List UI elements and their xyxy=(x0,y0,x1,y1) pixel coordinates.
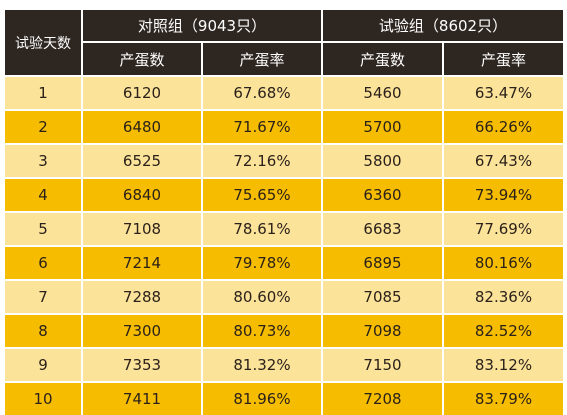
day-cell: 5 xyxy=(5,213,81,245)
day-cell: 6 xyxy=(5,247,81,279)
egg-production-table: 试验天数 对照组（9043只） 试验组（8602只） 产蛋数 产蛋率 产蛋数 产… xyxy=(5,10,563,415)
test-rate-cell: 82.36% xyxy=(444,281,563,313)
day-cell: 4 xyxy=(5,179,81,211)
test-count-cell: 6360 xyxy=(323,179,442,211)
day-cell: 2 xyxy=(5,111,81,143)
test-rate-cell: 77.69% xyxy=(444,213,563,245)
group-header-test: 试验组（8602只） xyxy=(323,10,563,41)
control-count-cell: 6840 xyxy=(83,179,201,211)
test-count-cell: 5460 xyxy=(323,77,442,109)
control-rate-cell: 81.96% xyxy=(203,383,321,415)
control-rate-cell: 67.68% xyxy=(203,77,321,109)
corner-header-days: 试验天数 xyxy=(5,10,81,75)
test-rate-cell: 73.94% xyxy=(444,179,563,211)
test-rate-cell: 63.47% xyxy=(444,77,563,109)
control-count-cell: 7214 xyxy=(83,247,201,279)
control-rate-cell: 72.16% xyxy=(203,145,321,177)
day-cell: 8 xyxy=(5,315,81,347)
test-count-cell: 6895 xyxy=(323,247,442,279)
test-count-cell: 7085 xyxy=(323,281,442,313)
control-rate-cell: 81.32% xyxy=(203,349,321,381)
test-rate-cell: 82.52% xyxy=(444,315,563,347)
control-rate-cell: 79.78% xyxy=(203,247,321,279)
sub-header-test-rate: 产蛋率 xyxy=(444,43,563,75)
sub-header-test-count: 产蛋数 xyxy=(323,43,442,75)
control-rate-cell: 78.61% xyxy=(203,213,321,245)
day-cell: 9 xyxy=(5,349,81,381)
test-rate-cell: 66.26% xyxy=(444,111,563,143)
test-rate-cell: 83.79% xyxy=(444,383,563,415)
control-count-cell: 7288 xyxy=(83,281,201,313)
test-rate-cell: 80.16% xyxy=(444,247,563,279)
day-cell: 7 xyxy=(5,281,81,313)
test-count-cell: 7208 xyxy=(323,383,442,415)
test-count-cell: 6683 xyxy=(323,213,442,245)
control-rate-cell: 75.65% xyxy=(203,179,321,211)
test-count-cell: 7150 xyxy=(323,349,442,381)
test-count-cell: 5700 xyxy=(323,111,442,143)
control-count-cell: 6525 xyxy=(83,145,201,177)
group-header-control: 对照组（9043只） xyxy=(83,10,321,41)
sub-header-control-count: 产蛋数 xyxy=(83,43,201,75)
control-count-cell: 7411 xyxy=(83,383,201,415)
control-count-cell: 7108 xyxy=(83,213,201,245)
test-rate-cell: 83.12% xyxy=(444,349,563,381)
test-rate-cell: 67.43% xyxy=(444,145,563,177)
control-count-cell: 7300 xyxy=(83,315,201,347)
control-count-cell: 6120 xyxy=(83,77,201,109)
control-count-cell: 7353 xyxy=(83,349,201,381)
control-rate-cell: 80.60% xyxy=(203,281,321,313)
day-cell: 1 xyxy=(5,77,81,109)
test-count-cell: 5800 xyxy=(323,145,442,177)
control-count-cell: 6480 xyxy=(83,111,201,143)
control-rate-cell: 80.73% xyxy=(203,315,321,347)
control-rate-cell: 71.67% xyxy=(203,111,321,143)
test-count-cell: 7098 xyxy=(323,315,442,347)
sub-header-control-rate: 产蛋率 xyxy=(203,43,321,75)
day-cell: 10 xyxy=(5,383,81,415)
day-cell: 3 xyxy=(5,145,81,177)
